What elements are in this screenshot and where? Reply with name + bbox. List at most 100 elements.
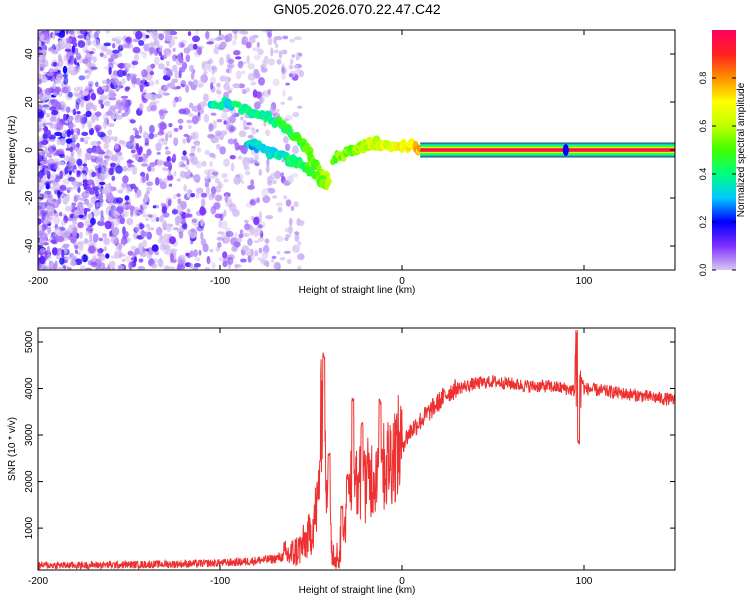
spectrogram-cell <box>188 112 194 117</box>
spectrogram-cell <box>180 200 187 210</box>
spectrogram-cell <box>281 49 288 55</box>
spectrogram-cell <box>125 186 132 194</box>
spectrogram-cell <box>135 223 141 233</box>
spectrogram-cell <box>117 264 124 270</box>
spectrogram-cell <box>52 61 57 67</box>
spectrogram-cell <box>100 103 105 109</box>
spectrogram-cell <box>180 83 185 87</box>
spectrogram-cell <box>38 109 44 118</box>
spectrogram-cell <box>92 186 100 191</box>
spectrogram-cell <box>110 136 115 140</box>
spectrogram-cell <box>120 78 126 85</box>
spectrogram-cell <box>275 202 283 207</box>
spectrogram-cell <box>152 205 157 209</box>
spectrogram-cell <box>125 63 132 69</box>
spectrogram-cell <box>242 156 248 165</box>
spectrogram-cell <box>100 45 108 52</box>
spectrogram-cell <box>159 113 165 120</box>
spectrogram-y-ticks: -40 -20 0 20 40 <box>24 48 675 253</box>
spectrogram-cell <box>237 155 243 160</box>
spectrogram-cell <box>190 239 194 245</box>
spectrogram-cell <box>54 131 63 137</box>
spectrogram-cell <box>69 30 77 38</box>
spectrogram-cell <box>59 37 67 44</box>
colorbar: 0.0 0.2 0.4 0.6 0.8 Normalized spectral ampl… <box>698 30 747 276</box>
spectrogram-cell <box>107 157 113 161</box>
spectrogram-cell <box>134 249 141 254</box>
spectrogram-cell <box>173 137 179 147</box>
spectrogram-cell <box>132 46 141 54</box>
spectrogram-cell <box>76 158 83 166</box>
spectrogram-cell <box>84 69 89 74</box>
spectrogram-cell <box>235 70 242 80</box>
spectrogram-cell <box>75 98 81 106</box>
spectrogram-cell <box>262 195 271 204</box>
y-tick-label: 2000 <box>24 470 35 493</box>
spectrogram-cell <box>122 202 127 209</box>
spectrogram-cell <box>68 123 76 128</box>
spectrogram-cell <box>135 153 139 161</box>
spectrogram-cell <box>85 52 93 62</box>
spectrogram-cell <box>270 172 276 180</box>
spectrogram-cell <box>46 170 50 176</box>
spectrogram-cell <box>165 243 171 249</box>
spectrogram-cell <box>279 257 286 261</box>
spectrogram-cell <box>149 47 155 55</box>
spectrogram-cell <box>287 225 293 235</box>
spectrogram-cell <box>112 217 120 227</box>
spectrogram-cell <box>124 195 130 201</box>
spectrogram-cell <box>51 109 59 116</box>
spectrogram-cell <box>154 93 163 99</box>
y-tick-label: 20 <box>24 96 35 108</box>
spectrogram-cell <box>105 48 113 56</box>
spectrogram-cell <box>64 205 73 212</box>
spectrogram-cell <box>218 257 223 262</box>
spectrogram-cell <box>103 42 112 47</box>
spectrogram-cell <box>103 237 111 246</box>
spectrogram-cell <box>158 51 163 57</box>
spectrogram-cell <box>199 206 207 216</box>
spectrogram-cell <box>83 198 90 205</box>
spectrogram-cell <box>208 175 216 179</box>
spectrogram-cell <box>225 231 234 238</box>
spectrogram-cell <box>64 256 71 261</box>
spectrogram-cell <box>140 157 148 163</box>
spectrogram-cell <box>57 251 62 255</box>
spectrogram-cell <box>216 143 221 150</box>
spectrogram-cell <box>74 245 79 250</box>
spectrogram-cell <box>213 202 221 210</box>
spectrogram-cell <box>74 119 82 124</box>
spectrogram-cell <box>238 233 244 239</box>
spectrogram-cell <box>282 35 289 40</box>
spectrogram-cell <box>42 127 46 131</box>
spectrogram-cell <box>204 149 211 156</box>
spectrogram-cell <box>137 265 145 270</box>
spectrogram-cell <box>266 157 270 167</box>
spectrogram-cell <box>177 53 182 62</box>
spectrogram-cell <box>90 217 96 226</box>
spectrogram-cell <box>138 258 144 263</box>
spectrogram-cell <box>63 215 68 224</box>
spectrogram-cell <box>38 59 41 66</box>
colorbar-ticks: 0.0 0.2 0.4 0.6 0.8 <box>698 72 736 276</box>
spectrogram-cell <box>205 186 210 195</box>
spectrogram-cell <box>52 98 57 107</box>
spectrogram-cell <box>76 52 81 60</box>
spectrogram-cell <box>152 31 159 41</box>
spectrogram-cell <box>49 124 58 129</box>
spectrogram-cell <box>284 236 289 242</box>
spectrogram-cell <box>86 179 95 185</box>
spectrogram-cell <box>124 255 132 263</box>
spectrogram-cell <box>40 209 48 216</box>
spectrogram-cell <box>289 58 294 65</box>
spectrogram-cell <box>82 254 89 263</box>
spectrogram-cell <box>234 142 240 151</box>
spectrogram-cell <box>240 258 247 263</box>
spectrogram-cell <box>88 245 96 254</box>
spectrogram-cell <box>142 51 147 59</box>
colorbar-tick-label: 0.2 <box>698 216 708 229</box>
spectrogram-cell <box>265 129 271 137</box>
spectrogram-cell <box>131 165 138 175</box>
spectrogram-cell <box>73 195 78 203</box>
